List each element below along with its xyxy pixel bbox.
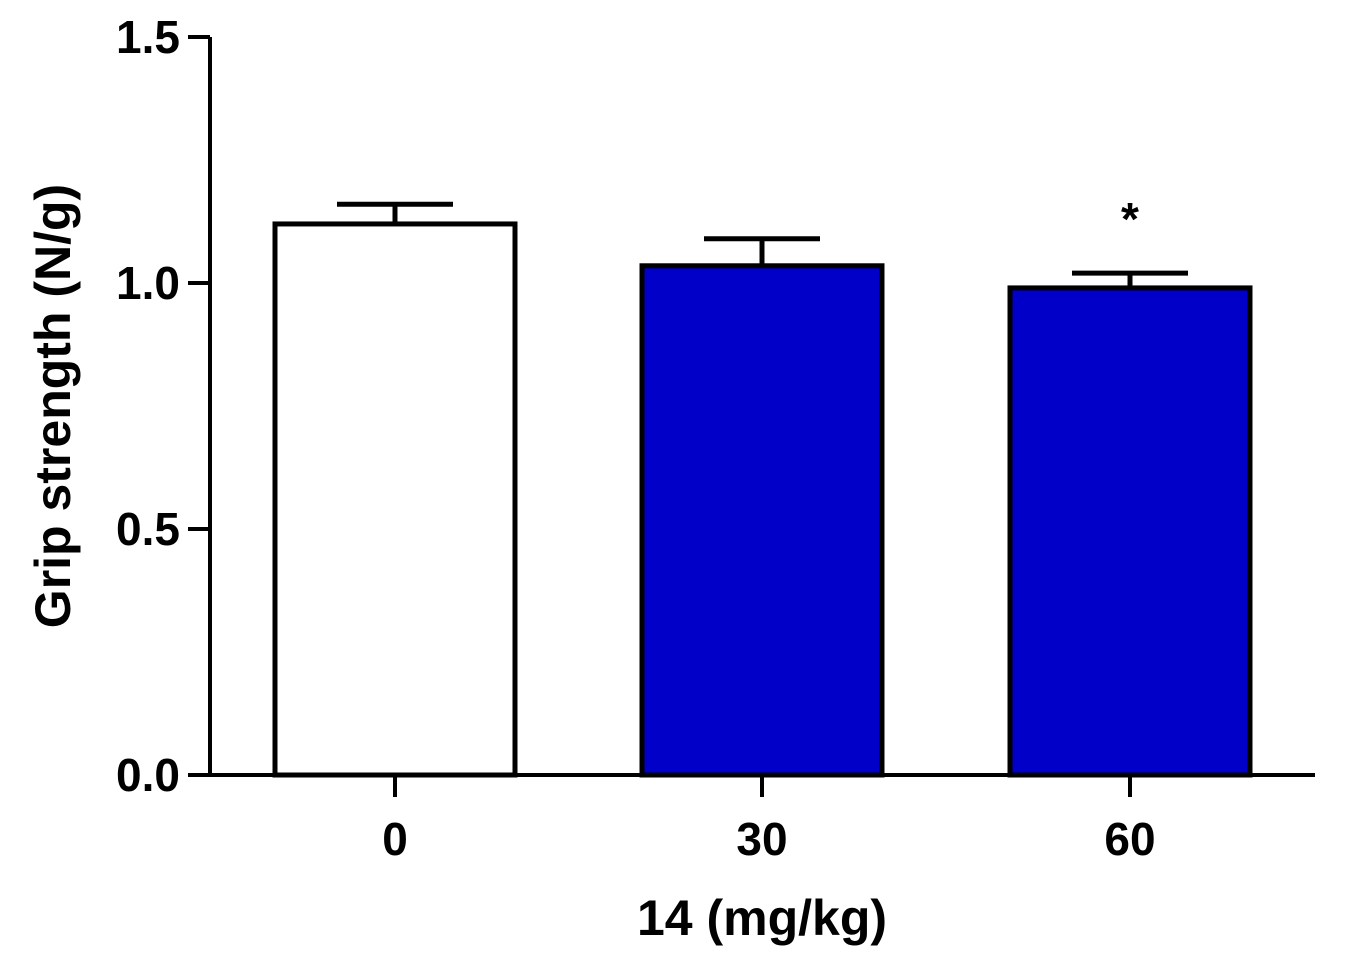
x-axis-title: 14 (mg/kg) — [637, 890, 887, 946]
x-tick-label: 60 — [1104, 813, 1155, 865]
y-tick-label: 1.0 — [116, 257, 180, 309]
y-tick-label: 1.5 — [116, 11, 180, 63]
x-tick-label: 0 — [382, 813, 408, 865]
bar-0 — [272, 221, 518, 778]
annotations-layer: * — [1121, 193, 1139, 245]
y-ticks-layer: 0.0 0.5 1.0 1.5 — [116, 11, 210, 801]
error-bars-layer — [337, 201, 1188, 288]
bar-60 — [1007, 285, 1253, 778]
y-axis-title: Grip strength (N/g) — [25, 184, 81, 628]
y-tick-label: 0.5 — [116, 503, 180, 555]
x-tick-label: 30 — [736, 813, 787, 865]
significance-marker: * — [1121, 193, 1139, 245]
bars-layer — [272, 221, 1253, 778]
bar-30 — [639, 263, 885, 778]
x-ticks-layer: 0 30 60 — [382, 775, 1156, 865]
y-tick-label: 0.0 — [116, 749, 180, 801]
